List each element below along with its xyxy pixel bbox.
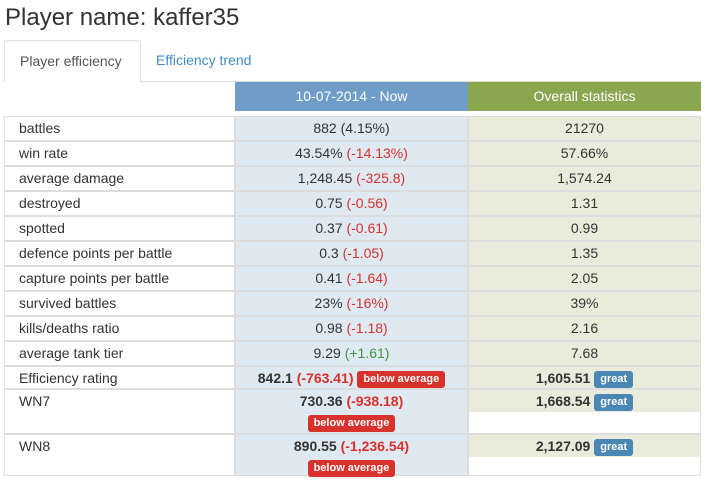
period-value: 9.29 [313, 345, 341, 361]
period-value: 882 [313, 120, 337, 136]
stat-label: average damage [4, 166, 235, 191]
period-value-cell: 0.98 (-1.18) [235, 316, 468, 341]
efficiency-rating-row: Efficiency rating 842.1 (-763.41) below … [4, 366, 701, 389]
great-badge: great [594, 439, 634, 456]
table-row: win rate 43.54% (-14.13%) 57.66% [4, 141, 701, 166]
period-value-cell: 890.55 (-1,236.54) below average [235, 434, 468, 477]
table-row: capture points per battle 0.41 (-1.64) 2… [4, 266, 701, 291]
period-change: (-1,236.54) [340, 438, 410, 454]
below-average-badge: below average [357, 371, 446, 388]
overall-value: 2.05 [468, 266, 701, 291]
period-value: 0.41 [315, 270, 343, 286]
overall-value: 39% [468, 291, 701, 316]
period-change: (-0.56) [346, 195, 388, 211]
tab-efficiency-trend[interactable]: Efficiency trend [156, 52, 252, 68]
period-value-cell: 23% (-16%) [235, 291, 468, 316]
period-value-cell: 0.41 (-1.64) [235, 266, 468, 291]
great-badge: great [594, 394, 634, 411]
period-value: 730.36 [299, 393, 343, 409]
stat-label: win rate [4, 141, 235, 166]
period-value: 0.37 [315, 220, 343, 236]
table-row: destroyed 0.75 (-0.56) 1.31 [4, 191, 701, 216]
table-row: average damage 1,248.45 (-325.8) 1,574.2… [4, 166, 701, 191]
overall-value: 1,668.54 [535, 393, 591, 409]
below-average-badge: below average [307, 415, 396, 432]
overall-value: 57.66% [468, 141, 701, 166]
overall-value: 1.31 [468, 191, 701, 216]
period-value-cell: 842.1 (-763.41) below average [235, 366, 468, 389]
stat-label: average tank tier [4, 341, 235, 366]
stat-label: kills/deaths ratio [4, 316, 235, 341]
overall-value: 1.35 [468, 241, 701, 266]
table-row: spotted 0.37 (-0.61) 0.99 [4, 216, 701, 241]
period-value-cell: 0.37 (-0.61) [235, 216, 468, 241]
period-value: 23% [314, 295, 343, 311]
period-change: (-1.05) [342, 245, 384, 261]
table-row: average tank tier 9.29 (+1.61) 7.68 [4, 341, 701, 366]
overall-value-cell: 2,127.09 great [468, 434, 701, 476]
period-value: 890.55 [293, 438, 337, 454]
overall-value: 0.99 [468, 216, 701, 241]
period-value-cell: 0.3 (-1.05) [235, 241, 468, 266]
period-change: (-16%) [346, 295, 389, 311]
period-value: 0.98 [315, 320, 343, 336]
stat-label: spotted [4, 216, 235, 241]
period-change: (+1.61) [344, 345, 390, 361]
overall-value-cell: 1,668.54 great [468, 389, 701, 434]
great-badge: great [594, 371, 634, 388]
period-value: 0.3 [319, 245, 339, 261]
tab-player-efficiency[interactable]: Player efficiency [4, 40, 141, 83]
stat-label: survived battles [4, 291, 235, 316]
stat-label: WN8 [4, 434, 235, 476]
wn7-row: WN7 730.36 (-938.18) below average 1,668… [4, 389, 701, 434]
stat-label: defence points per battle [4, 241, 235, 266]
period-value: 0.75 [315, 195, 343, 211]
period-value: 842.1 [257, 370, 293, 386]
period-value-cell: 43.54% (-14.13%) [235, 141, 468, 166]
period-change: (-1.18) [346, 320, 388, 336]
overall-value: 21270 [468, 116, 701, 141]
efficiency-table: 10-07-2014 - Now Overall statistics batt… [4, 82, 701, 477]
tab-bar: Player efficiency Efficiency trend [4, 40, 701, 83]
period-value-cell: 0.75 (-0.56) [235, 191, 468, 216]
stat-label: WN7 [4, 389, 235, 434]
stat-label: capture points per battle [4, 266, 235, 291]
period-value-cell: 730.36 (-938.18) below average [235, 389, 468, 434]
overall-value: 2.16 [468, 316, 701, 341]
page-title: Player name: kaffer35 [5, 4, 240, 31]
overall-value: 1,605.51 [535, 370, 591, 386]
period-value-cell: 882 (4.15%) [235, 116, 468, 141]
period-value-cell: 1,248.45 (-325.8) [235, 166, 468, 191]
period-change: (-0.61) [346, 220, 388, 236]
stat-label: destroyed [4, 191, 235, 216]
period-column-header: 10-07-2014 - Now [235, 82, 468, 111]
overall-value: 1,574.24 [468, 166, 701, 191]
period-change: (-14.13%) [346, 145, 408, 161]
period-value: 1,248.45 [297, 170, 353, 186]
overall-value: 7.68 [468, 341, 701, 366]
stat-label: battles [4, 116, 235, 141]
below-average-badge: below average [307, 460, 396, 477]
table-row: battles 882 (4.15%) 21270 [4, 116, 701, 141]
overall-value-cell: 1,605.51 great [468, 366, 701, 389]
table-row: survived battles 23% (-16%) 39% [4, 291, 701, 316]
period-value: 43.54% [295, 145, 343, 161]
period-change: (-938.18) [346, 393, 404, 409]
overall-column-header: Overall statistics [468, 82, 701, 111]
overall-value: 2,127.09 [535, 438, 591, 454]
stat-label: Efficiency rating [4, 366, 235, 389]
wn8-row: WN8 890.55 (-1,236.54) below average 2,1… [4, 434, 701, 477]
table-row: kills/deaths ratio 0.98 (-1.18) 2.16 [4, 316, 701, 341]
period-change: (-1.64) [346, 270, 388, 286]
period-change: (-325.8) [356, 170, 406, 186]
period-value-cell: 9.29 (+1.61) [235, 341, 468, 366]
period-change: (-763.41) [296, 370, 354, 386]
period-change: (4.15%) [340, 120, 390, 136]
table-row: defence points per battle 0.3 (-1.05) 1.… [4, 241, 701, 266]
